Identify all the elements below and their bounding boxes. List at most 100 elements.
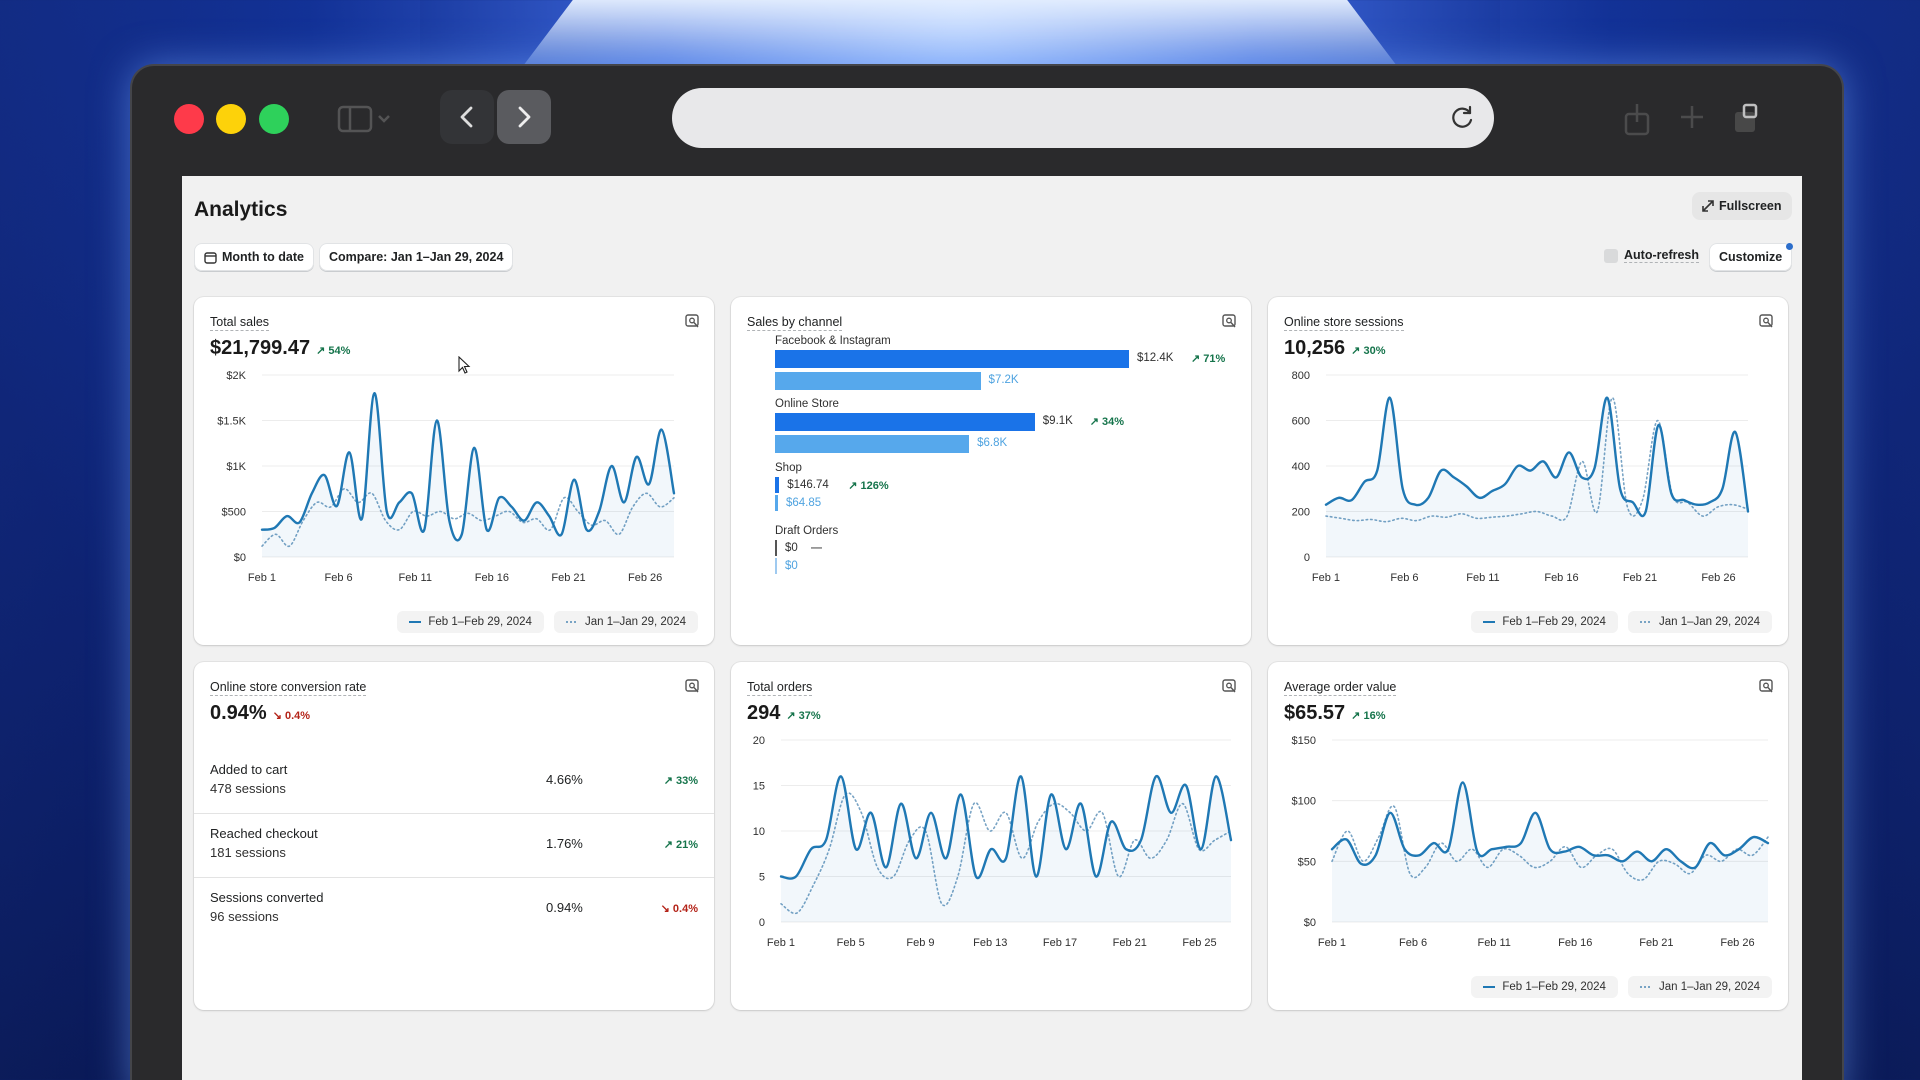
channel-label: Facebook & Instagram (775, 335, 891, 347)
auto-refresh-label: Auto-refresh (1624, 248, 1700, 263)
y-tick-label: 0 (1304, 552, 1310, 564)
funnel-delta: ↗ 21% (663, 839, 698, 851)
metric-value: 294 (747, 702, 781, 724)
auto-refresh-checkbox[interactable] (1604, 248, 1618, 263)
card-title[interactable]: Online store conversion rate (210, 680, 367, 696)
customize-button[interactable]: Customize (1709, 243, 1793, 271)
total-sales-card[interactable]: Total sales $21,799.47 ↗ 54% $0 $500 $1K $1… (194, 297, 714, 645)
series-area (1326, 397, 1748, 557)
explore-icon[interactable] (1221, 678, 1237, 694)
compare-button[interactable]: Compare: Jan 1–Jan 29, 2024 (319, 243, 514, 271)
bar-current[interactable] (775, 477, 780, 493)
back-button[interactable] (440, 90, 494, 144)
explore-icon[interactable] (1758, 313, 1774, 329)
legend-current-label: Feb 1–Feb 29, 2024 (1502, 981, 1606, 993)
auto-refresh-toggle[interactable]: Auto-refresh (1604, 248, 1700, 263)
bar-previous[interactable] (775, 558, 777, 574)
metric-value-group: $21,799.47 ↗ 54% (210, 337, 350, 360)
bar-previous[interactable] (775, 435, 970, 453)
average-order-value-card[interactable]: Average order value $65.57 ↗ 16% $0 $50 $1… (1268, 662, 1788, 1010)
bar-current[interactable] (775, 540, 777, 556)
card-title[interactable]: Total sales (210, 315, 270, 331)
card-title[interactable]: Sales by channel (747, 315, 843, 331)
bar-value-label: $7.2K (988, 374, 1019, 386)
bar-previous[interactable] (775, 372, 981, 390)
y-tick-label: $1.5K (217, 416, 246, 428)
sales-by-channel-card[interactable]: Sales by channel Facebook & Instagram $12… (731, 297, 1251, 645)
background-glow (520, 0, 1400, 70)
explore-icon[interactable] (1758, 678, 1774, 694)
series-line-current (1324, 396, 1750, 518)
maximize-window-button[interactable] (259, 104, 289, 134)
x-tick-label: Feb 21 (1113, 937, 1147, 949)
y-tick-label: 800 (1292, 370, 1310, 382)
y-tick-label: 200 (1292, 507, 1310, 519)
mouse-cursor-icon (458, 356, 471, 374)
y-tick-label: $100 (1292, 796, 1316, 808)
series-line-previous (261, 488, 675, 548)
bar-value-label: $0 (785, 542, 798, 554)
x-tick-label: Feb 6 (1390, 572, 1418, 584)
tab-overview-icon[interactable] (1732, 102, 1766, 136)
online-store-sessions-card[interactable]: Online store sessions 10,256 ↗ 30% 0 200 4… (1268, 297, 1788, 645)
legend-previous[interactable]: Jan 1–Jan 29, 2024 (1627, 976, 1772, 998)
funnel-row: Sessions converted 96 sessions 0.94% ↘ 0… (194, 878, 714, 942)
bar-previous[interactable] (775, 495, 778, 511)
bar-current[interactable] (775, 413, 1035, 431)
card-title[interactable]: Online store sessions (1284, 315, 1404, 331)
explore-icon[interactable] (1221, 313, 1237, 329)
metric-value-group: 10,256 ↗ 30% (1284, 337, 1385, 360)
date-range-button[interactable]: Month to date (194, 243, 314, 271)
share-icon[interactable] (1622, 102, 1652, 136)
new-tab-icon[interactable] (1677, 102, 1707, 132)
bar-value-label: $64.85 (786, 497, 822, 509)
series-line-previous (780, 792, 1232, 915)
close-window-button[interactable] (174, 104, 204, 134)
reload-icon[interactable] (1450, 105, 1476, 131)
explore-icon[interactable] (684, 678, 700, 694)
x-tick-label: Feb 1 (767, 937, 795, 949)
x-tick-label: Feb 16 (1558, 937, 1592, 949)
legend-previous[interactable]: Jan 1–Jan 29, 2024 (553, 611, 698, 633)
legend-current[interactable]: Feb 1–Feb 29, 2024 (1471, 611, 1618, 633)
explore-icon[interactable] (684, 313, 700, 329)
x-tick-label: Feb 11 (1466, 572, 1499, 584)
expand-icon (1702, 200, 1714, 212)
bar-current[interactable] (775, 350, 1129, 368)
funnel-percent: 4.66% (546, 772, 583, 787)
channel-label: Shop (775, 462, 802, 474)
legend-current[interactable]: Feb 1–Feb 29, 2024 (397, 611, 544, 633)
x-tick-label: Feb 16 (1544, 572, 1578, 584)
metric-delta: ↗ 16% (1351, 710, 1386, 722)
funnel-delta-value: 21% (675, 839, 698, 851)
y-tick-label: 20 (753, 735, 765, 747)
metric-value-group: 0.94% ↘ 0.4% (210, 702, 310, 725)
card-title[interactable]: Average order value (1284, 680, 1397, 696)
funnel-label: Added to cart (210, 762, 288, 777)
fullscreen-button[interactable]: Fullscreen (1692, 192, 1792, 220)
sidebar-toggle-icon[interactable] (337, 104, 397, 134)
total-orders-card[interactable]: Total orders 294 ↗ 37% 0 5 10 15 20 Feb 1 Feb … (731, 662, 1251, 1010)
minimize-window-button[interactable] (216, 104, 246, 134)
x-tick-label: Feb 9 (906, 937, 934, 949)
bar-delta-label: ↗ 34% (1089, 416, 1125, 428)
chart-legend: Feb 1–Feb 29, 2024 Jan 1–Jan 29, 2024 (397, 611, 698, 633)
forward-button[interactable] (497, 90, 551, 144)
conversion-rate-card[interactable]: Online store conversion rate 0.94% ↘ 0.4… (194, 662, 714, 1010)
metric-value: $21,799.47 (210, 337, 311, 359)
bar-delta-label: ↗ 126% (848, 480, 889, 492)
x-tick-label: Feb 21 (1623, 572, 1657, 584)
compare-label: Compare: Jan 1–Jan 29, 2024 (329, 250, 504, 264)
card-title[interactable]: Total orders (747, 680, 813, 696)
address-bar[interactable] (672, 88, 1494, 148)
legend-previous[interactable]: Jan 1–Jan 29, 2024 (1627, 611, 1772, 633)
series-line-current (1330, 781, 1770, 870)
metric-delta: ↗ 37% (786, 710, 821, 722)
legend-previous-label: Jan 1–Jan 29, 2024 (1658, 616, 1760, 628)
metric-delta: ↗ 54% (316, 345, 351, 357)
y-tick-label: $50 (1298, 856, 1316, 868)
bar-value-label: $0 (785, 560, 798, 572)
bar-delta-label: ↗ 71% (1191, 353, 1226, 365)
x-tick-label: Feb 25 (1182, 937, 1216, 949)
legend-current[interactable]: Feb 1–Feb 29, 2024 (1471, 976, 1618, 998)
